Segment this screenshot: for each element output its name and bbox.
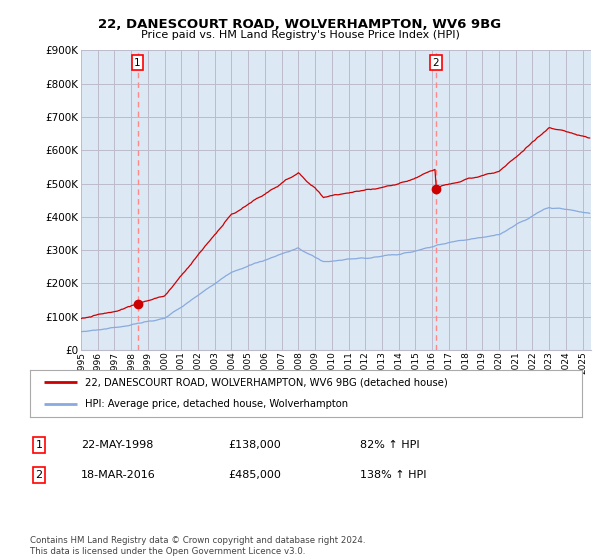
- Text: 22-MAY-1998: 22-MAY-1998: [81, 440, 154, 450]
- Text: 18-MAR-2016: 18-MAR-2016: [81, 470, 156, 480]
- Text: 2: 2: [433, 58, 439, 68]
- Text: 1: 1: [134, 58, 141, 68]
- Text: 2: 2: [35, 470, 43, 480]
- Text: £138,000: £138,000: [228, 440, 281, 450]
- Text: 22, DANESCOURT ROAD, WOLVERHAMPTON, WV6 9BG (detached house): 22, DANESCOURT ROAD, WOLVERHAMPTON, WV6 …: [85, 377, 448, 388]
- Text: 82% ↑ HPI: 82% ↑ HPI: [360, 440, 419, 450]
- Text: Price paid vs. HM Land Registry's House Price Index (HPI): Price paid vs. HM Land Registry's House …: [140, 30, 460, 40]
- Text: 138% ↑ HPI: 138% ↑ HPI: [360, 470, 427, 480]
- Text: Contains HM Land Registry data © Crown copyright and database right 2024.
This d: Contains HM Land Registry data © Crown c…: [30, 536, 365, 556]
- Text: £485,000: £485,000: [228, 470, 281, 480]
- Text: 22, DANESCOURT ROAD, WOLVERHAMPTON, WV6 9BG: 22, DANESCOURT ROAD, WOLVERHAMPTON, WV6 …: [98, 18, 502, 31]
- Text: 1: 1: [35, 440, 43, 450]
- Text: HPI: Average price, detached house, Wolverhampton: HPI: Average price, detached house, Wolv…: [85, 399, 349, 409]
